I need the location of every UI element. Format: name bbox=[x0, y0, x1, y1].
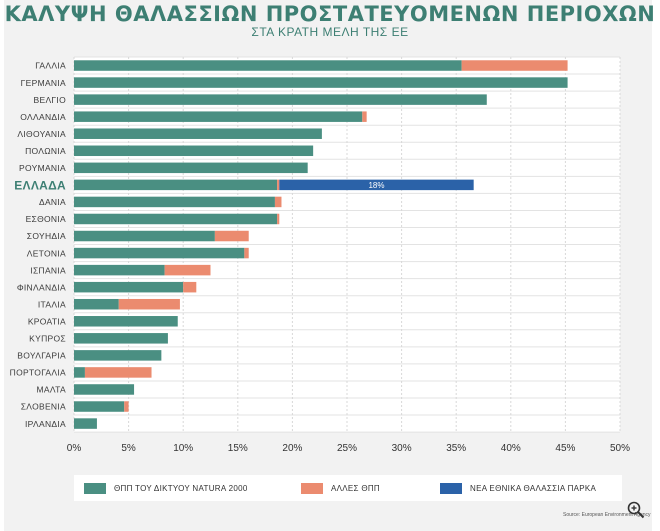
bar-natura bbox=[74, 111, 363, 122]
category-label: ΙΣΠΑΝΙΑ bbox=[30, 265, 66, 275]
bar-other bbox=[274, 196, 282, 208]
zoom-in-icon-glyph bbox=[627, 501, 645, 519]
bar-natura bbox=[74, 247, 245, 259]
legend-swatch-park bbox=[440, 482, 462, 494]
category-label: ΜΑΛΤΑ bbox=[36, 385, 66, 395]
x-tick-label: 30% bbox=[392, 443, 412, 454]
bar-natura bbox=[74, 213, 278, 225]
bar-natura bbox=[74, 179, 278, 191]
category-label: ΚΡΟΑΤΙΑ bbox=[28, 316, 66, 326]
x-tick-label: 10% bbox=[173, 443, 193, 454]
bar-natura bbox=[74, 264, 165, 276]
bar-other bbox=[84, 367, 152, 378]
bar-other bbox=[164, 264, 211, 276]
bar-other bbox=[277, 213, 280, 225]
category-label: ΣΛΟΒΕΝΙΑ bbox=[21, 402, 66, 412]
x-tick-label: 0% bbox=[67, 443, 82, 454]
bar-other bbox=[362, 111, 367, 122]
category-label: ΡΟΥΜΑΝΙΑ bbox=[19, 163, 66, 173]
category-label: ΣΟΥΗΔΙΑ bbox=[27, 231, 66, 241]
category-label: ΕΛΛΑΔΑ bbox=[14, 178, 66, 192]
legend-item-park: ΝΕΑ ΕΘΝΙΚΑ ΘΑΛΑΣΣΙΑ ΠΑΡΚΑ bbox=[440, 481, 596, 495]
category-label: ΙΡΛΑΝΔΙΑ bbox=[25, 419, 66, 429]
bar-natura bbox=[74, 281, 184, 293]
category-label: ΒΟΥΛΓΑΡΙΑ bbox=[17, 351, 66, 361]
x-tick-label: 15% bbox=[228, 443, 248, 454]
x-tick-label: 25% bbox=[337, 443, 357, 454]
bar-natura bbox=[74, 384, 135, 395]
bar-natura bbox=[74, 401, 125, 412]
x-tick-label: 50% bbox=[610, 443, 630, 454]
bar-other bbox=[214, 230, 249, 242]
bar-natura bbox=[74, 350, 162, 361]
bar-natura bbox=[74, 128, 322, 139]
bar-natura bbox=[74, 418, 97, 429]
category-label: ΛΕΤΟΝΙΑ bbox=[27, 248, 66, 258]
bar-natura bbox=[74, 196, 275, 208]
bar-other bbox=[124, 401, 129, 412]
bar-natura bbox=[74, 230, 215, 242]
bar-natura bbox=[74, 162, 308, 174]
bar-other bbox=[277, 179, 280, 191]
category-label: ΙΤΑΛΙΑ bbox=[38, 299, 66, 309]
zoom-in-icon[interactable] bbox=[626, 501, 646, 521]
bar-natura bbox=[74, 298, 119, 310]
category-label: ΚΥΠΡΟΣ bbox=[29, 334, 66, 344]
bar-other bbox=[118, 298, 180, 310]
legend: ΘΠΠ ΤΟΥ ΔΙΚΤΥΟΥ NATURA 2000 ΑΛΛΕΣ ΘΠΠ ΝΕ… bbox=[74, 475, 622, 501]
source-note: Source: European Environment Agency bbox=[563, 512, 651, 518]
legend-label-natura: ΘΠΠ ΤΟΥ ΔΙΚΤΥΟΥ NATURA 2000 bbox=[114, 483, 248, 493]
category-label: ΔΑΝΙΑ bbox=[39, 197, 66, 207]
bar-natura bbox=[74, 94, 487, 105]
chart-title: ΚΑΛΥΨΗ ΘΑΛΑΣΣΙΩΝ ΠΡΟΣΤΑΤΕΥΟΜΕΝΩΝ ΠΕΡΙΟΧΩ… bbox=[4, 2, 656, 26]
bar-natura bbox=[74, 60, 462, 71]
category-label: ΒΕΛΓΙΟ bbox=[34, 95, 67, 105]
legend-swatch-natura bbox=[84, 482, 106, 494]
bar-natura bbox=[74, 77, 568, 88]
legend-label-other: ΑΛΛΕΣ ΘΠΠ bbox=[331, 483, 381, 493]
legend-swatch-other bbox=[301, 482, 323, 494]
bar-other bbox=[244, 247, 249, 259]
category-label: ΠΟΛΩΝΙΑ bbox=[25, 146, 66, 156]
x-tick-label: 35% bbox=[446, 443, 466, 454]
bar-natura bbox=[74, 367, 85, 378]
x-tick-label: 40% bbox=[501, 443, 521, 454]
category-label: ΓΑΛΛΙΑ bbox=[35, 61, 66, 71]
bar-other bbox=[461, 60, 568, 71]
bar-natura bbox=[74, 145, 314, 157]
bar-natura bbox=[74, 316, 178, 327]
legend-item-natura: ΘΠΠ ΤΟΥ ΔΙΚΤΥΟΥ NATURA 2000 bbox=[84, 481, 248, 495]
bar-natura bbox=[74, 333, 168, 344]
bar-chart: 0% 5% 10% 15% 20% 25% 30% 35% 40% 45% 50% ΓΑΛΛΙΑ ΓΕΡ… bbox=[10, 56, 630, 454]
legend-label-park: ΝΕΑ ΕΘΝΙΚΑ ΘΑΛΑΣΣΙΑ ΠΑΡΚΑ bbox=[470, 483, 597, 493]
x-tick-label: 5% bbox=[121, 443, 136, 454]
bar-other bbox=[183, 281, 197, 293]
category-label: ΓΕΡΜΑΝΙΑ bbox=[21, 78, 66, 88]
chart-subtitle: ΣΤΑ ΚΡΑΤΗ ΜΕΛΗ ΤΗΣ ΕΕ bbox=[251, 25, 409, 39]
bar-park bbox=[279, 179, 474, 191]
x-tick-label: 45% bbox=[555, 443, 575, 454]
data-label: 18% bbox=[368, 181, 384, 190]
category-label: ΠΟΡΤΟΓΑΛΙΑ bbox=[10, 368, 66, 378]
category-label: ΦΙΝΛΑΝΔΙΑ bbox=[17, 282, 66, 292]
category-label: ΟΛΛΑΝΔΙΑ bbox=[20, 112, 66, 122]
category-label: ΕΣΘΟΝΙΑ bbox=[26, 214, 66, 224]
legend-item-other: ΑΛΛΕΣ ΘΠΠ bbox=[301, 481, 380, 495]
category-label: ΛΙΘΟΥΑΝΙΑ bbox=[17, 129, 66, 139]
x-tick-label: 20% bbox=[282, 443, 302, 454]
